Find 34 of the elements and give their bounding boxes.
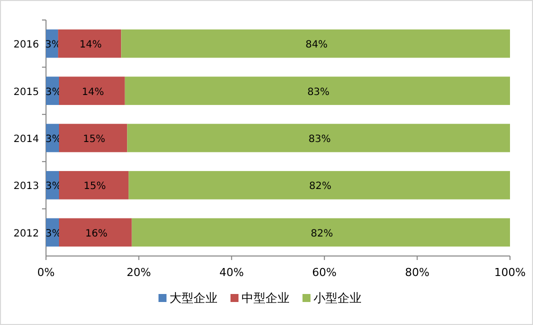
bar bbox=[58, 124, 128, 152]
legend-label: 小型企业 bbox=[314, 291, 362, 305]
bar bbox=[121, 29, 510, 58]
bar bbox=[124, 76, 510, 105]
bar bbox=[58, 29, 122, 58]
bar bbox=[58, 76, 125, 105]
data-label: 83% bbox=[307, 86, 330, 98]
bar bbox=[128, 171, 510, 200]
x-tick-label: 80% bbox=[404, 266, 430, 279]
bar bbox=[58, 171, 129, 200]
y-tick-label: 2016 bbox=[14, 40, 39, 51]
legend-label: 大型企业 bbox=[170, 291, 218, 305]
data-label: 82% bbox=[310, 228, 334, 240]
x-tick-label: 100% bbox=[494, 266, 526, 279]
x-tick-label: 20% bbox=[126, 266, 152, 279]
x-tick-label: 60% bbox=[312, 266, 337, 279]
y-tick-label: 2014 bbox=[14, 134, 39, 145]
legend-label: 中型企业 bbox=[242, 291, 290, 305]
data-label: 84% bbox=[305, 40, 328, 51]
bar bbox=[127, 124, 510, 152]
data-label: 16% bbox=[85, 228, 108, 240]
y-tick-label: 2012 bbox=[14, 228, 39, 240]
bar bbox=[58, 218, 132, 247]
x-tick-label: 40% bbox=[219, 266, 244, 279]
y-tick-label: 2015 bbox=[14, 86, 39, 98]
bar bbox=[132, 218, 510, 247]
data-label: 82% bbox=[309, 181, 332, 192]
data-label: 14% bbox=[80, 40, 102, 51]
y-tick-label: 2013 bbox=[14, 181, 39, 192]
data-label: 15% bbox=[82, 134, 106, 145]
data-label: 83% bbox=[308, 134, 331, 145]
data-label: 14% bbox=[82, 86, 104, 98]
x-tick-label: 0% bbox=[37, 266, 55, 279]
data-label: 15% bbox=[84, 181, 106, 192]
